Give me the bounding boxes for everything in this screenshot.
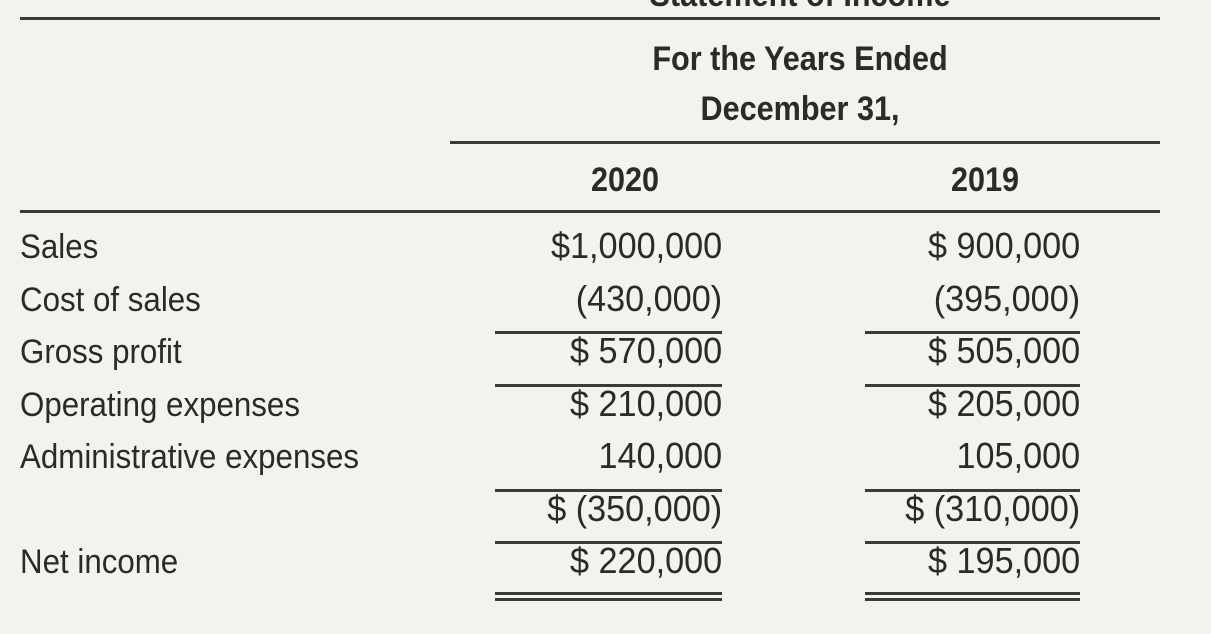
row-label: Gross profit <box>20 333 182 371</box>
underline <box>495 488 722 492</box>
cell-value: $1,000,000 <box>550 225 722 266</box>
rule <box>20 17 1160 20</box>
cell-value: $ 505,000 <box>927 330 1080 371</box>
underline <box>495 541 722 544</box>
cell-value: $ (310,000) <box>905 487 1080 529</box>
cell-value: 140,000 <box>598 435 722 476</box>
double-underline <box>495 597 722 601</box>
row-label: Sales <box>20 228 99 266</box>
double-underline <box>495 591 722 595</box>
cell-value: 105,000 <box>956 435 1080 476</box>
column-header: 2020 <box>590 161 660 199</box>
row-label: Operating expenses <box>20 385 300 424</box>
cell-value: $ 210,000 <box>569 382 722 424</box>
rule <box>450 141 1160 144</box>
row-label: Net income <box>20 543 179 581</box>
title: Statement of Income <box>620 0 980 12</box>
period-line: For the Years Ended <box>652 40 948 78</box>
underline <box>495 331 722 334</box>
period-line: December 31, <box>700 90 900 128</box>
underline <box>865 331 1080 334</box>
underline <box>495 383 722 387</box>
double-underline <box>865 591 1080 595</box>
underline <box>865 541 1080 544</box>
underline <box>865 488 1080 492</box>
cell-value: $ 900,000 <box>927 225 1080 266</box>
cell-value: (395,000) <box>933 277 1080 319</box>
rule <box>20 210 1160 213</box>
column-header: 2019 <box>950 161 1020 199</box>
cell-value: $ 205,000 <box>927 382 1080 424</box>
row-label: Administrative expenses <box>20 438 360 476</box>
row-label: Cost of sales <box>20 280 201 319</box>
cell-value: $ 220,000 <box>569 540 722 581</box>
double-underline <box>865 597 1080 601</box>
cell-value: (430,000) <box>575 277 722 319</box>
underline <box>865 383 1080 387</box>
cell-value: $ (350,000) <box>547 487 722 529</box>
cell-value: $ 570,000 <box>569 330 722 371</box>
cell-value: $ 195,000 <box>927 540 1080 581</box>
